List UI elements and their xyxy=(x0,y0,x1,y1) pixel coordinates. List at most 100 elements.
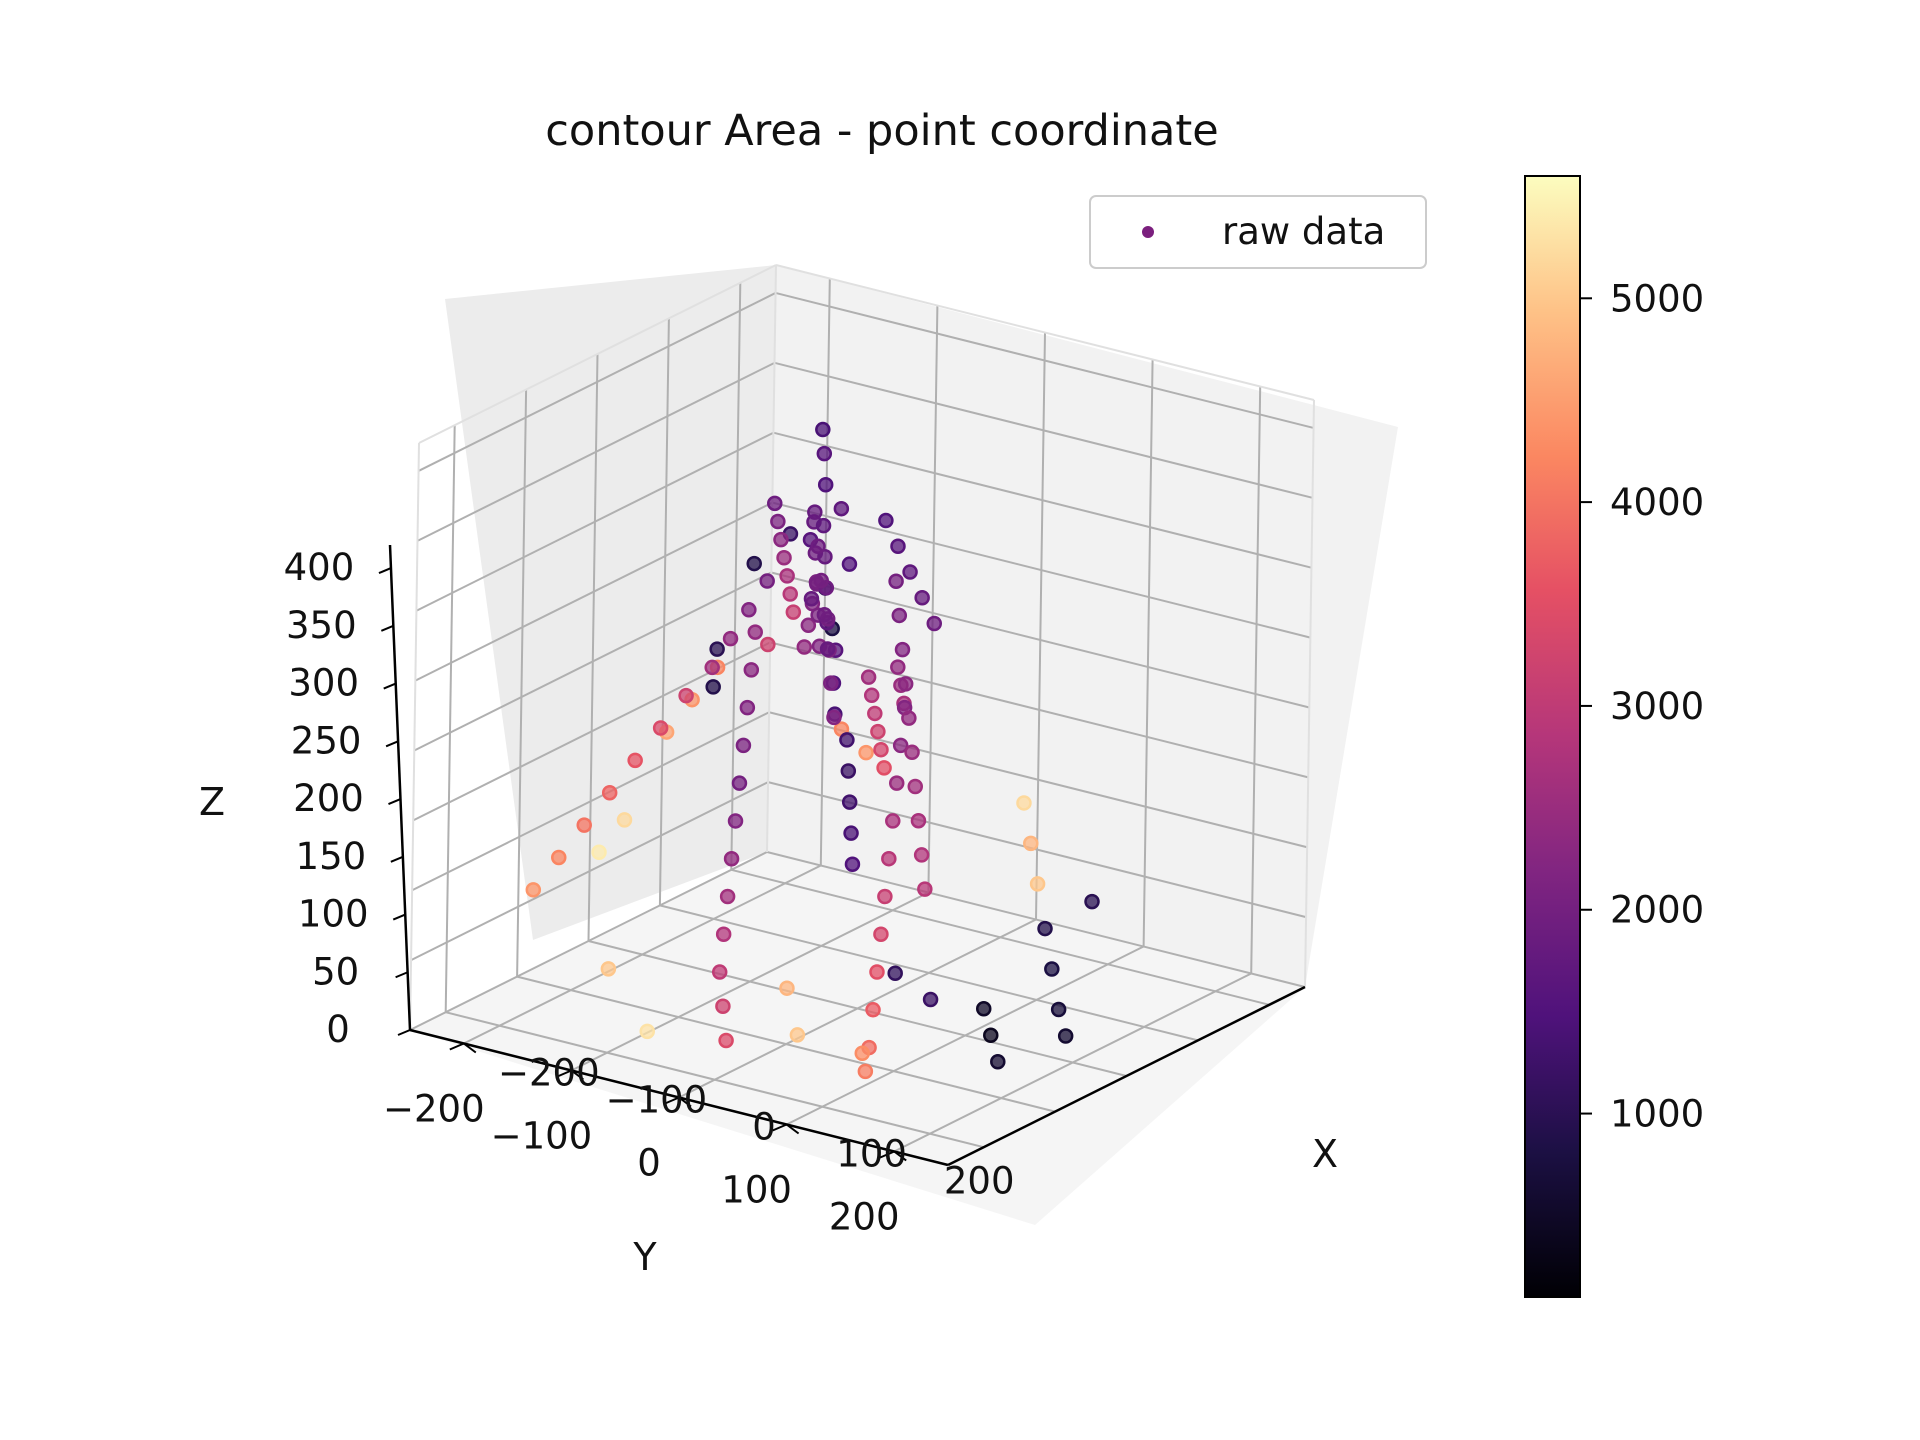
scatter-point xyxy=(841,794,858,810)
floor-grid-y xyxy=(516,975,1056,1113)
pane-floor xyxy=(410,852,1305,1225)
legend: raw data xyxy=(1089,195,1427,269)
scatter-point xyxy=(841,556,858,572)
scatter-point xyxy=(844,856,861,873)
scatter-point xyxy=(800,617,817,634)
scatter-point xyxy=(551,849,567,866)
scatter-point xyxy=(922,991,939,1008)
scatter-point xyxy=(678,687,694,704)
y-tick-label: 100 xyxy=(721,1169,792,1212)
scatter-point xyxy=(813,572,829,589)
scatter-point xyxy=(600,961,617,977)
scatter-point xyxy=(739,699,756,716)
scatter-point xyxy=(816,445,833,462)
scatter-point xyxy=(819,641,836,657)
wall-grid-z xyxy=(772,501,1311,639)
scatter-point xyxy=(796,639,813,655)
scatter-point xyxy=(876,760,892,776)
pane-edge xyxy=(409,442,420,1031)
scatter-point xyxy=(767,495,783,512)
wall-grid-z xyxy=(411,711,770,892)
x-tick-label: 200 xyxy=(944,1160,1015,1203)
wall-grid-z xyxy=(769,641,1309,779)
scatter-point xyxy=(839,732,855,748)
scatter-point xyxy=(826,709,842,726)
x-tick-mark xyxy=(772,1123,787,1132)
scatter-point xyxy=(601,784,618,801)
wall-grid-z xyxy=(410,781,769,962)
scatter-point xyxy=(888,573,904,589)
wall-grid-z xyxy=(414,501,773,682)
x-tick-mark xyxy=(449,1042,465,1051)
pane-edge xyxy=(766,264,777,853)
scatter-point xyxy=(890,659,906,675)
scatter-point xyxy=(907,778,924,795)
scatter-point xyxy=(902,564,918,580)
z-tick-mark xyxy=(397,1029,411,1036)
scatter-point xyxy=(759,573,775,589)
z-tick-mark xyxy=(392,913,406,921)
wall-grid-z xyxy=(773,431,1312,569)
colorbar-tick-label: 1000 xyxy=(1610,1093,1704,1136)
scatter-point xyxy=(779,980,795,996)
scatter-point xyxy=(1037,920,1053,937)
scatter-point xyxy=(639,1023,656,1040)
z-tick-mark xyxy=(385,740,399,748)
z-tick-label: 100 xyxy=(298,893,369,936)
scatter-point xyxy=(1050,1001,1067,1018)
scatter-point xyxy=(817,548,833,565)
scatter-point xyxy=(843,825,859,841)
z-axis-line xyxy=(388,544,412,1031)
z-tick-mark xyxy=(390,855,404,863)
scatter-point xyxy=(1016,795,1032,811)
scatter-point xyxy=(652,720,669,736)
scatter-point xyxy=(743,662,760,678)
scatter-point xyxy=(878,512,894,529)
colorbar: 1000 2000 3000 4000 5000 xyxy=(1524,175,1704,1298)
scatter-point xyxy=(885,813,901,829)
axis-lines xyxy=(378,544,1306,1167)
z-tick-label: 50 xyxy=(312,950,359,993)
tick-labels: −200−1000100200−200−10001002000501001502… xyxy=(284,546,1015,1238)
scatter-point xyxy=(789,1027,806,1043)
scatter-point xyxy=(727,813,744,829)
scatter-point xyxy=(860,669,877,685)
wall-grid-z xyxy=(415,431,774,612)
scatter-point xyxy=(858,744,874,761)
scatter-point xyxy=(770,513,786,530)
y-axis-label: Y xyxy=(632,1235,657,1279)
scatter-point xyxy=(869,964,885,980)
scatter-point xyxy=(1084,893,1100,910)
scatter-point xyxy=(785,604,802,620)
floor-grid-x xyxy=(786,945,1145,1126)
wall-grid-z xyxy=(771,571,1310,709)
scatter-point xyxy=(990,1054,1006,1070)
scatter-point xyxy=(881,850,897,867)
scatter-point xyxy=(709,641,725,657)
x-tick-label: 0 xyxy=(752,1106,776,1149)
y-tick-mark xyxy=(785,1123,800,1135)
wall-grid-z xyxy=(417,361,775,542)
floor-grid-x xyxy=(893,972,1252,1153)
grid-lines xyxy=(409,264,1315,1153)
wall-grid-z xyxy=(409,851,768,1031)
y-tick-mark xyxy=(893,1150,907,1162)
wall-grid-z xyxy=(767,781,1307,919)
scatter-point xyxy=(723,850,740,867)
y-tick-label: −200 xyxy=(383,1088,485,1131)
colorbar-tick-label: 2000 xyxy=(1610,889,1704,932)
z-tick-mark xyxy=(383,682,397,690)
scatter-point xyxy=(983,1027,999,1044)
z-tick-label: 200 xyxy=(293,777,364,820)
colorbar-ticks: 1000 2000 3000 4000 5000 xyxy=(1580,277,1704,1136)
y-tick-mark xyxy=(678,1096,692,1108)
scatter-point xyxy=(926,615,943,632)
scatter-point xyxy=(817,476,834,493)
x-tick-mark xyxy=(664,1096,680,1105)
scatter-point xyxy=(747,624,764,640)
scatter-point xyxy=(576,817,592,833)
z-tick-label: 350 xyxy=(286,604,357,647)
floor-grid-y xyxy=(588,940,1127,1077)
x-tick-label: −200 xyxy=(498,1052,600,1095)
scatter-point xyxy=(887,965,903,982)
